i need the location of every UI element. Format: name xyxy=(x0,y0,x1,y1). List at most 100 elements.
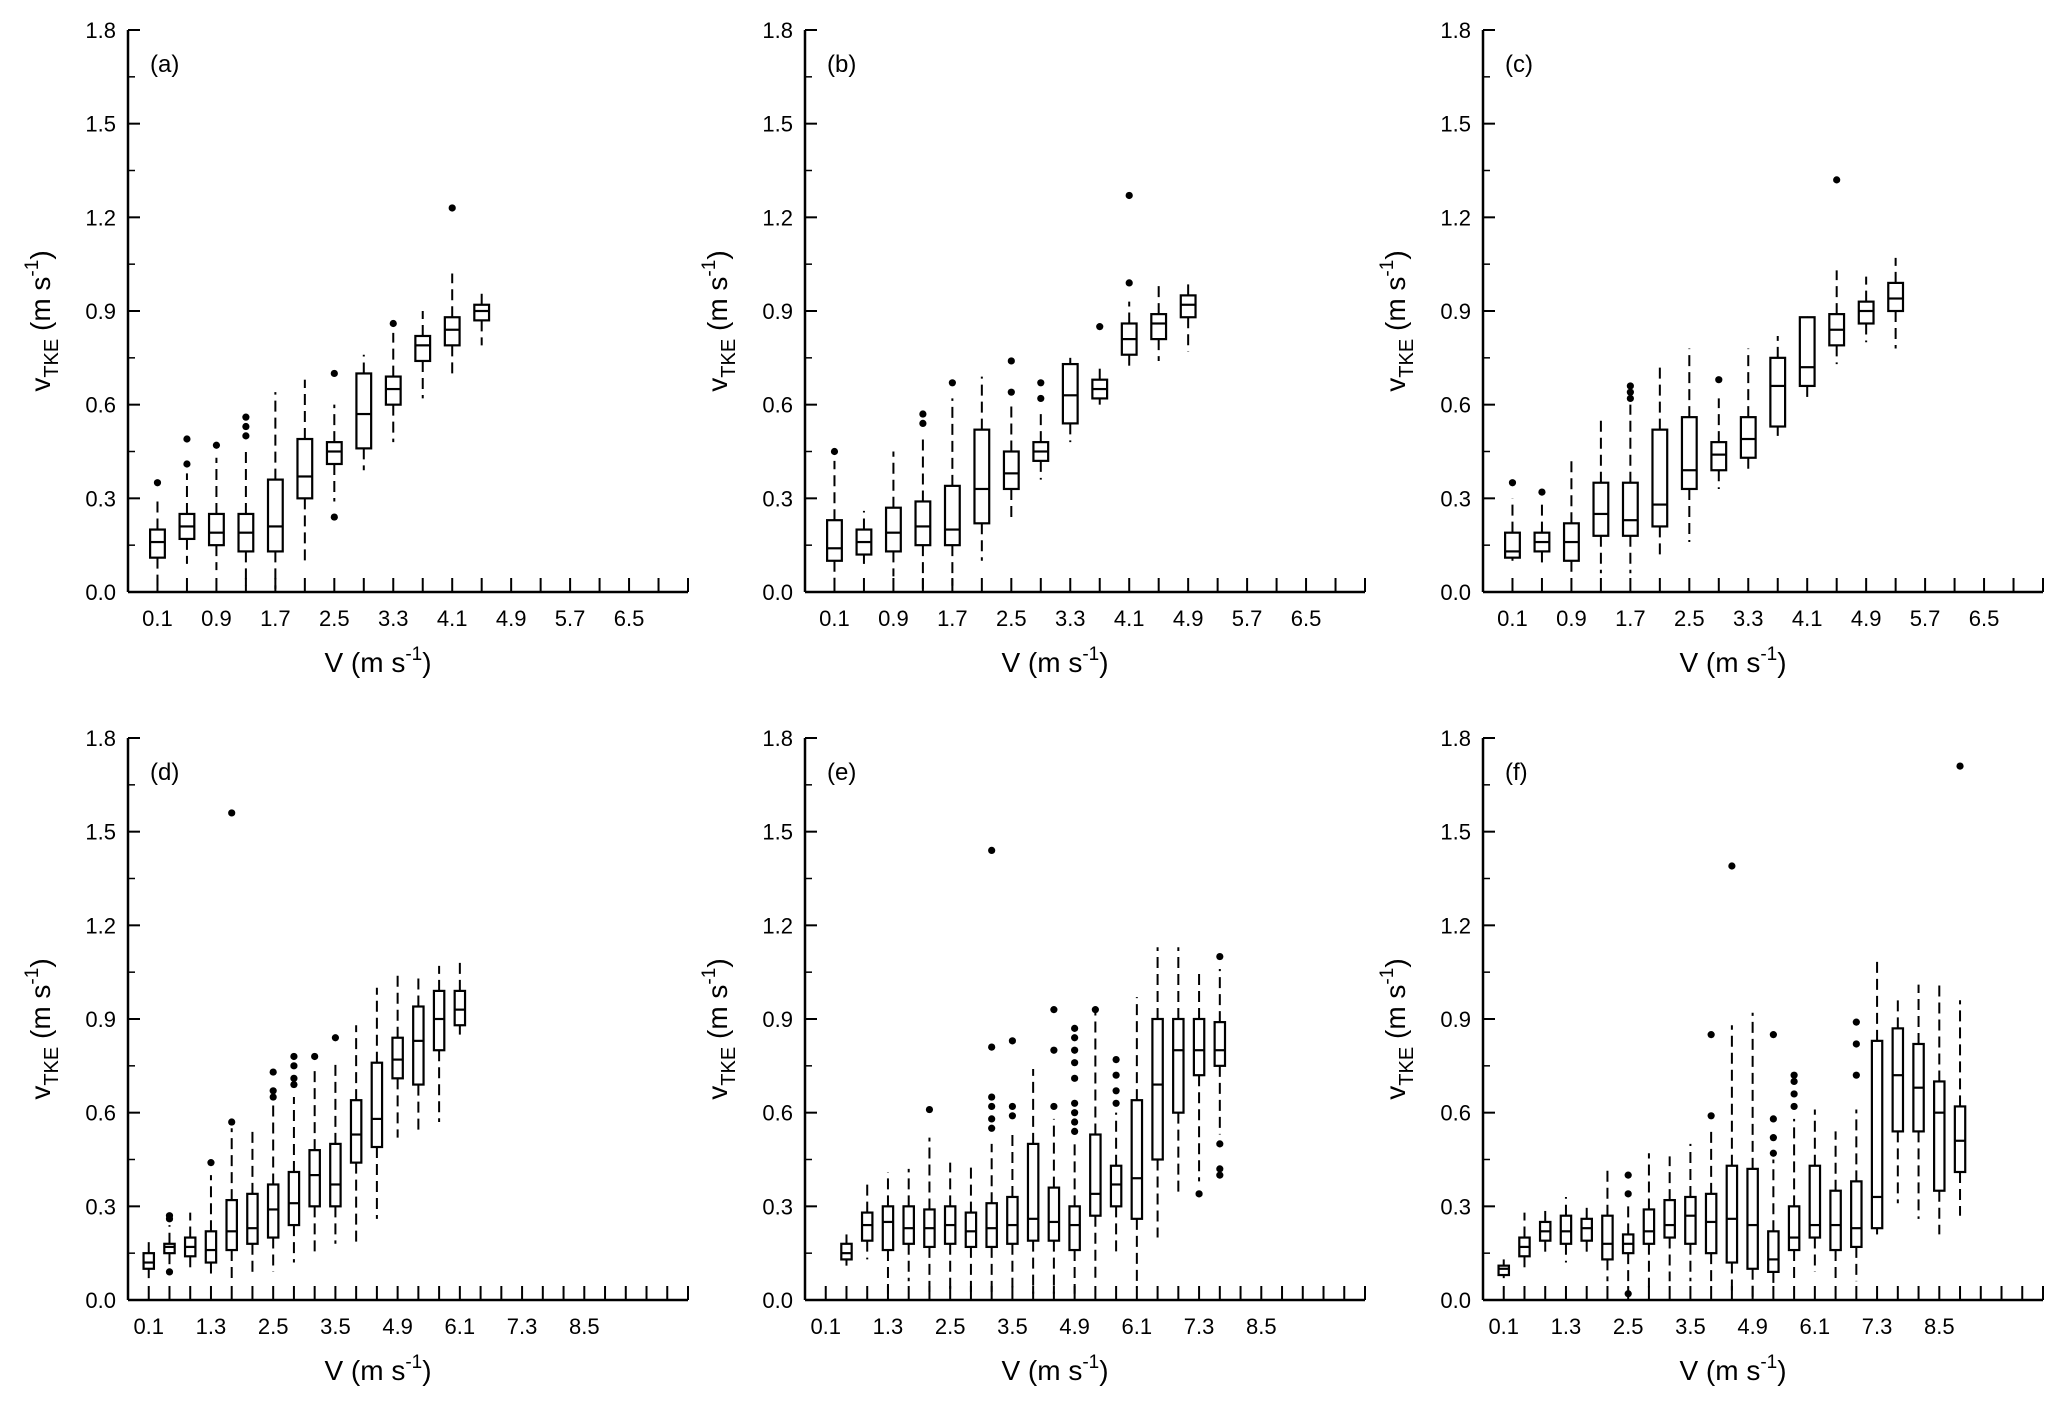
box-1 xyxy=(1533,488,1551,564)
outlier-point xyxy=(1624,1290,1632,1298)
x-axis-label: V (m s-1) xyxy=(1001,1352,1108,1386)
y-tick-label: 0.6 xyxy=(1440,1101,1471,1126)
panel-label: (c) xyxy=(1505,51,1533,78)
box-rect xyxy=(1559,1214,1573,1245)
box-rect xyxy=(1704,1192,1718,1255)
x-tick-label: 8.5 xyxy=(1246,1314,1277,1339)
x-tick-label: 5.7 xyxy=(555,606,586,631)
box-6 xyxy=(1621,1171,1635,1298)
box-rect xyxy=(860,1211,874,1242)
outlier-point xyxy=(1216,952,1224,961)
outlier-point xyxy=(1769,1134,1777,1142)
y-tick-label: 0.6 xyxy=(1440,393,1471,418)
outlier-point xyxy=(1624,1171,1632,1179)
outlier-point xyxy=(1050,1102,1058,1111)
outlier-point xyxy=(1790,1090,1798,1098)
box-rect xyxy=(1769,356,1787,428)
x-tick-label: 4.1 xyxy=(1792,606,1823,631)
box-rect xyxy=(1725,1164,1739,1264)
x-tick-label: 4.9 xyxy=(496,606,527,631)
y-tick-label: 0.0 xyxy=(1440,580,1471,605)
outlier-point xyxy=(290,1062,298,1070)
box-rect xyxy=(325,441,343,466)
x-tick-label: 3.5 xyxy=(997,1314,1028,1339)
outlier-point xyxy=(165,1212,174,1220)
x-tick-label: 6.1 xyxy=(445,1314,476,1339)
box-19 xyxy=(1891,997,1905,1204)
x-axis-label: V (m s-1) xyxy=(324,644,431,678)
outlier-point xyxy=(1071,1109,1079,1117)
box-4 xyxy=(923,1105,936,1294)
outlier-point xyxy=(988,1093,996,1101)
x-tick-label: 4.1 xyxy=(1114,606,1145,631)
x-tick-label: 1.7 xyxy=(937,606,968,631)
outlier-point xyxy=(919,410,927,418)
box-17 xyxy=(1850,1018,1863,1282)
x-tick-label: 4.1 xyxy=(437,606,468,631)
box-9 xyxy=(1684,1143,1697,1282)
outlier-point xyxy=(1707,1031,1715,1039)
box-1 xyxy=(855,510,873,564)
y-tick-label: 0.6 xyxy=(762,393,793,418)
outlier-point xyxy=(925,1105,934,1114)
y-axis-label: vTKE (m s-1) xyxy=(22,958,63,1099)
outlier-point xyxy=(919,419,927,427)
panel-a: 0.0 0.3 0.6 0.9 1.2 1.5 1.8 0.1 0.9 1.7 2.5 3.3 4.1 4… xyxy=(22,18,689,678)
box-rect xyxy=(902,1205,915,1245)
x-tick-label: 2.5 xyxy=(1674,606,1705,631)
box-rect xyxy=(414,334,432,363)
outlier-point xyxy=(269,1093,277,1101)
box-1 xyxy=(860,1181,874,1260)
box-rect xyxy=(1497,1264,1511,1277)
outlier-point xyxy=(1538,488,1546,496)
outlier-point xyxy=(988,846,996,855)
outlier-point xyxy=(1195,1190,1203,1198)
box-rect xyxy=(1192,1017,1206,1077)
y-tick-label: 0.3 xyxy=(1440,1194,1471,1219)
box-0 xyxy=(826,447,843,580)
outlier-point xyxy=(228,1118,236,1126)
x-tick-label: 0.1 xyxy=(810,1314,841,1339)
x-tick-label: 7.3 xyxy=(1862,1314,1893,1339)
box-rect xyxy=(432,989,446,1052)
box-0 xyxy=(1497,1259,1511,1279)
y-tick-label: 1.2 xyxy=(762,205,793,230)
outlier-point xyxy=(153,479,162,487)
y-tick-label: 1.5 xyxy=(762,820,793,845)
box-rect xyxy=(1933,1080,1946,1192)
outlier-point xyxy=(183,460,191,468)
y-axis-label: vTKE (m s-1) xyxy=(1377,958,1418,1099)
y-tick-label: 0.9 xyxy=(1440,299,1471,324)
outlier-point xyxy=(1050,1006,1058,1014)
box-rect xyxy=(1651,428,1669,528)
box-rect xyxy=(329,1142,342,1208)
box-rect xyxy=(1580,1217,1593,1242)
box-7 xyxy=(985,846,998,1297)
box-rect xyxy=(1047,1186,1061,1242)
box-rect xyxy=(1179,294,1197,319)
y-axis-label: vTKE (m s-1) xyxy=(699,958,740,1099)
box-12 xyxy=(1089,1006,1102,1279)
box-rect xyxy=(207,512,225,547)
outlier-point xyxy=(988,1102,996,1111)
box-7 xyxy=(287,1052,301,1263)
y-tick-label: 1.8 xyxy=(762,726,793,751)
outlier-point xyxy=(269,1068,277,1076)
outlier-point xyxy=(1096,323,1104,331)
outlier-point xyxy=(290,1052,298,1061)
outlier-point xyxy=(1112,1099,1120,1107)
outlier-point xyxy=(830,447,839,456)
box-11 xyxy=(473,292,491,346)
y-tick-label: 0.6 xyxy=(85,1101,116,1126)
box-6 xyxy=(964,1162,978,1294)
y-tick-label: 0.0 xyxy=(762,1288,793,1313)
box-11 xyxy=(1150,286,1168,361)
x-tick-label: 4.9 xyxy=(1173,606,1204,631)
outlier-point xyxy=(1007,357,1015,365)
box-rect xyxy=(443,316,461,347)
box-15 xyxy=(453,959,467,1035)
outlier-point xyxy=(1112,1055,1120,1064)
box-8 xyxy=(1061,357,1079,443)
outlier-point xyxy=(1852,1040,1860,1048)
